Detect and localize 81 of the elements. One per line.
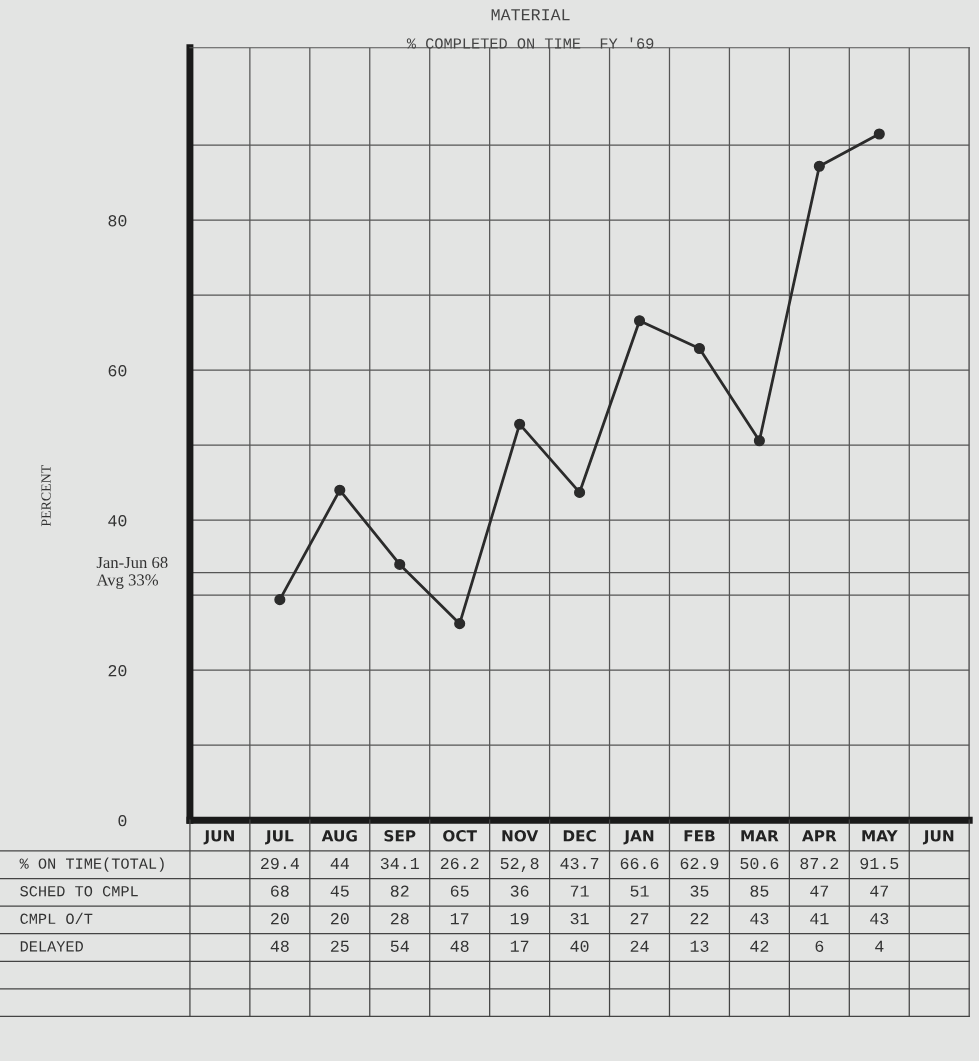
y-tick-label: 20	[108, 665, 127, 677]
text: 85	[750, 885, 769, 897]
x-tick-label: NOV	[502, 830, 539, 842]
x-tick-label: AUG	[321, 830, 357, 842]
text: 22	[690, 913, 709, 925]
ref-line-label: Jan-Jun 68 Avg 33%	[96, 556, 168, 589]
x-tick-label: JUN	[922, 830, 954, 845]
text: 41	[810, 913, 829, 925]
text: 68	[271, 885, 289, 897]
data-label: 26.2	[440, 857, 479, 870]
y-axis-title: PERCENT	[41, 465, 51, 527]
text: 54	[390, 940, 409, 952]
text: 35	[690, 885, 709, 897]
text: 45	[330, 885, 349, 897]
text: DELAYED	[20, 941, 83, 952]
text: 4	[875, 940, 884, 952]
point	[753, 435, 765, 447]
point	[813, 160, 825, 172]
text: 47	[810, 885, 829, 897]
text: 43	[750, 913, 769, 925]
text: 20	[271, 913, 289, 925]
text: 36	[510, 885, 529, 897]
text: 71	[570, 885, 589, 897]
x-tick-label: JUN	[203, 830, 234, 845]
text: CMPL O/T	[20, 912, 93, 924]
text: 27	[630, 913, 649, 925]
text: 19	[510, 913, 529, 925]
x-tick-label: MAR	[741, 830, 779, 842]
data-label: 62.9	[680, 857, 719, 870]
text: 31	[570, 913, 589, 925]
text: 13	[690, 940, 709, 952]
text: 82	[390, 885, 409, 897]
data-label: 50.6	[740, 857, 779, 870]
x-tick-label: FEB	[684, 830, 715, 842]
text: 40	[570, 940, 589, 952]
point	[334, 484, 346, 496]
data-label: 44	[330, 858, 349, 870]
x-tick-label: SEP	[384, 830, 416, 842]
x-tick-label: JAN	[623, 830, 654, 845]
x-tick-label: OCT	[443, 830, 477, 842]
data-label: 43.7	[560, 857, 599, 870]
data-label: 66.6	[620, 857, 659, 870]
data-label: 52,8	[500, 857, 539, 872]
y-tick-label: 40	[108, 515, 127, 527]
text: 20	[330, 913, 349, 925]
text: 48	[270, 940, 289, 952]
data-label: 34.1	[380, 857, 419, 870]
point	[514, 418, 526, 430]
chart-subtitle: % COMPLETED ON TIME FY '69	[406, 37, 654, 49]
text: 24	[630, 940, 649, 952]
text: 25	[330, 940, 349, 952]
y-tick-label: 0	[118, 815, 127, 827]
point	[274, 594, 286, 606]
x-tick-label: MAY	[862, 830, 898, 842]
point	[873, 128, 885, 140]
text: 28	[390, 913, 409, 925]
text: 42	[750, 940, 769, 952]
text: SCHED TO CMPL	[20, 886, 138, 897]
point	[454, 618, 466, 630]
text: 65	[450, 885, 469, 897]
chart-title: MATERIAL	[491, 9, 570, 21]
point	[574, 486, 586, 498]
point	[693, 342, 706, 355]
y-tick-label: 80	[108, 215, 127, 227]
text: 48	[450, 940, 469, 952]
x-tick-label: APR	[802, 830, 837, 842]
point	[633, 315, 646, 327]
y-tick-label: 60	[108, 365, 127, 377]
data-label: 29.4	[261, 857, 299, 870]
data-label: 91.5	[860, 857, 899, 870]
text: 17	[450, 913, 469, 925]
x-tick-label: JUL	[265, 830, 294, 845]
x-tick-label: DEC	[563, 830, 596, 842]
text: 51	[630, 885, 649, 897]
data-label: 87.2	[800, 857, 839, 870]
text: 17	[510, 940, 529, 952]
text: 6	[815, 940, 824, 952]
text: 43	[870, 913, 889, 925]
text: 47	[870, 885, 888, 897]
text: % ON TIME(TOTAL)	[19, 857, 164, 872]
point	[394, 558, 406, 570]
